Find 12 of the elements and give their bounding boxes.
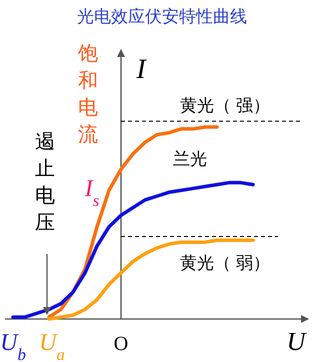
- text: O: [114, 333, 128, 355]
- x-axis-title: U: [286, 327, 308, 356]
- annotation: 遏止电压: [35, 129, 55, 234]
- series-label: 黄光（ 弱）: [180, 253, 270, 274]
- text: U$_{a}$: [39, 330, 65, 362]
- y-axis-title: I: [135, 54, 148, 85]
- series-label: 黄光（ 强）: [180, 96, 270, 116]
- chart-title: 光电效应伏安特性曲线: [77, 7, 247, 27]
- annotation: 饱和电流: [77, 41, 98, 146]
- series-label: 兰光: [173, 150, 207, 170]
- annotation: I$_{s}$: [84, 176, 100, 210]
- text: U$_{b}$: [0, 330, 26, 362]
